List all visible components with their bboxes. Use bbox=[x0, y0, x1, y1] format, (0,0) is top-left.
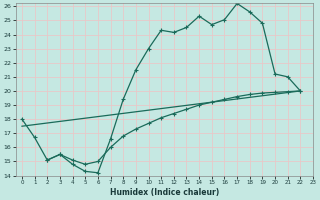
X-axis label: Humidex (Indice chaleur): Humidex (Indice chaleur) bbox=[110, 188, 219, 197]
